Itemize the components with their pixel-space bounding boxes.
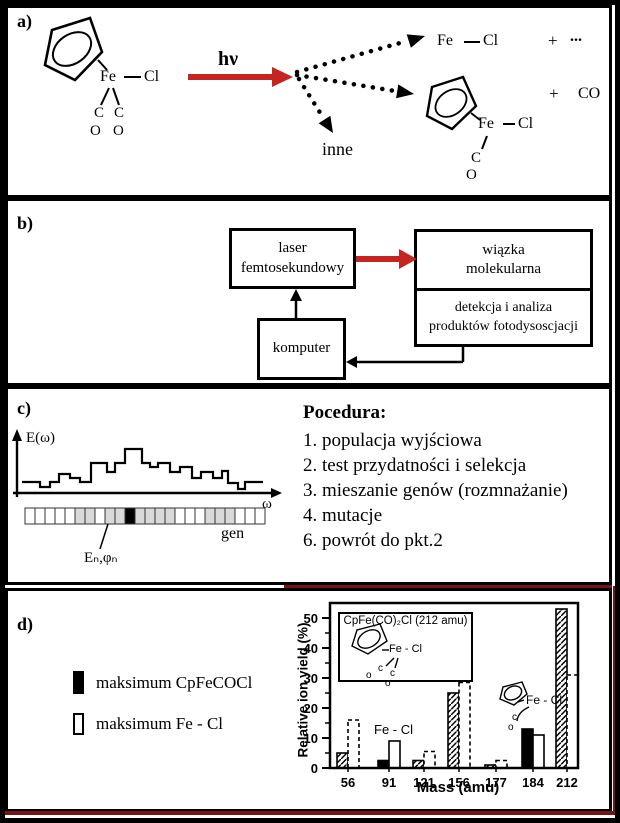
product2-fe: Fe [478, 115, 494, 132]
beam-box-line2: molekularna [466, 261, 541, 277]
procedure-item-5: 6. powrót do pkt.2 [303, 530, 443, 551]
laser-box-line2: femtosekundowy [240, 259, 345, 276]
y-axis-title: Relative ion yield (%) [295, 622, 311, 758]
procedure-item-1: 1. populacja wyjściowa [303, 430, 482, 451]
product1-cl: Cl [483, 32, 499, 49]
panel-d-frame [5, 588, 612, 812]
panel-a-frame [5, 5, 612, 198]
procedure-item-3: 3. mieszanie genów (rozmnażanie) [303, 480, 568, 501]
product1-fe: Fe [437, 32, 453, 49]
procedure-item-2: 2. test przydatności i selekcja [303, 455, 527, 476]
procedure-title: Pocedura: [303, 402, 387, 423]
computer-box-line1: komputer [272, 340, 331, 357]
product1-ellipsis: ... [570, 28, 582, 45]
reactant-cl: Cl [144, 68, 160, 85]
product2-plus: + [549, 84, 559, 103]
detection-box: detekcja i analiza produktów fotodysoscj… [414, 291, 593, 347]
laser-box: laser femtosekundowy [229, 228, 356, 289]
procedure-list: 1. populacja wyjściowa 2. test przydatno… [303, 428, 568, 553]
x-axis-title: Mass (amu) [416, 779, 500, 796]
legend-swatch-black [73, 671, 84, 694]
reactant-fe: Fe [100, 68, 116, 85]
beam-box-line1: wiązka [482, 241, 525, 258]
panel-d-label: d) [17, 614, 34, 634]
product2-c: C [471, 150, 482, 166]
procedure-item-4: 4. mutacje [303, 505, 383, 526]
e-omega-axis-label: E(ω) [26, 430, 56, 446]
inset-title: CpFe(CO)₂Cl (212 amu) [343, 615, 468, 627]
omega-axis-label: ω [262, 496, 272, 512]
panel-b-frame [5, 198, 612, 386]
panel-b-label: b) [17, 213, 34, 233]
panel-c-label: c) [17, 398, 31, 418]
gene-pointer-label: Eₙ,φₙ [84, 550, 118, 566]
product2-co: CO [578, 85, 601, 102]
maroon-right-line [613, 586, 616, 814]
gene-label: gen [221, 525, 245, 542]
detection-box-line2: produktów fotodysoscjacji [429, 318, 578, 334]
computer-box: komputer [257, 318, 346, 380]
maroon-divider-line [284, 585, 612, 588]
panel-a-label: a) [17, 11, 32, 31]
structure184-fecl-label: Fe - Cl [526, 693, 562, 707]
reactant-c1: C [94, 105, 105, 121]
inset-fecl-label: Fe - Cl [389, 643, 422, 655]
annotation-fecl: Fe - Cl [374, 722, 413, 737]
laser-box-line1: laser [278, 240, 307, 256]
panel-c-frame [5, 386, 612, 585]
reactant-o1: O [90, 123, 101, 139]
product1-plus: + [548, 31, 558, 50]
reactant-o2: O [113, 123, 124, 139]
legend-label-cpfecocl: maksimum CpFeCOCl [96, 673, 253, 692]
hv-label: hν [218, 48, 239, 70]
other-products-label: inne [322, 139, 353, 159]
legend-swatch-open [73, 713, 84, 735]
maroon-bottom-line [5, 811, 615, 815]
legend-label-fecl: maksimum Fe - Cl [96, 714, 224, 733]
detection-box-line1: detekcja i analiza [454, 300, 553, 316]
product2-o: O [466, 167, 477, 183]
product2-cl: Cl [518, 115, 534, 132]
molecular-beam-box: wiązka molekularna [414, 229, 593, 291]
reactant-c2: C [114, 105, 125, 121]
